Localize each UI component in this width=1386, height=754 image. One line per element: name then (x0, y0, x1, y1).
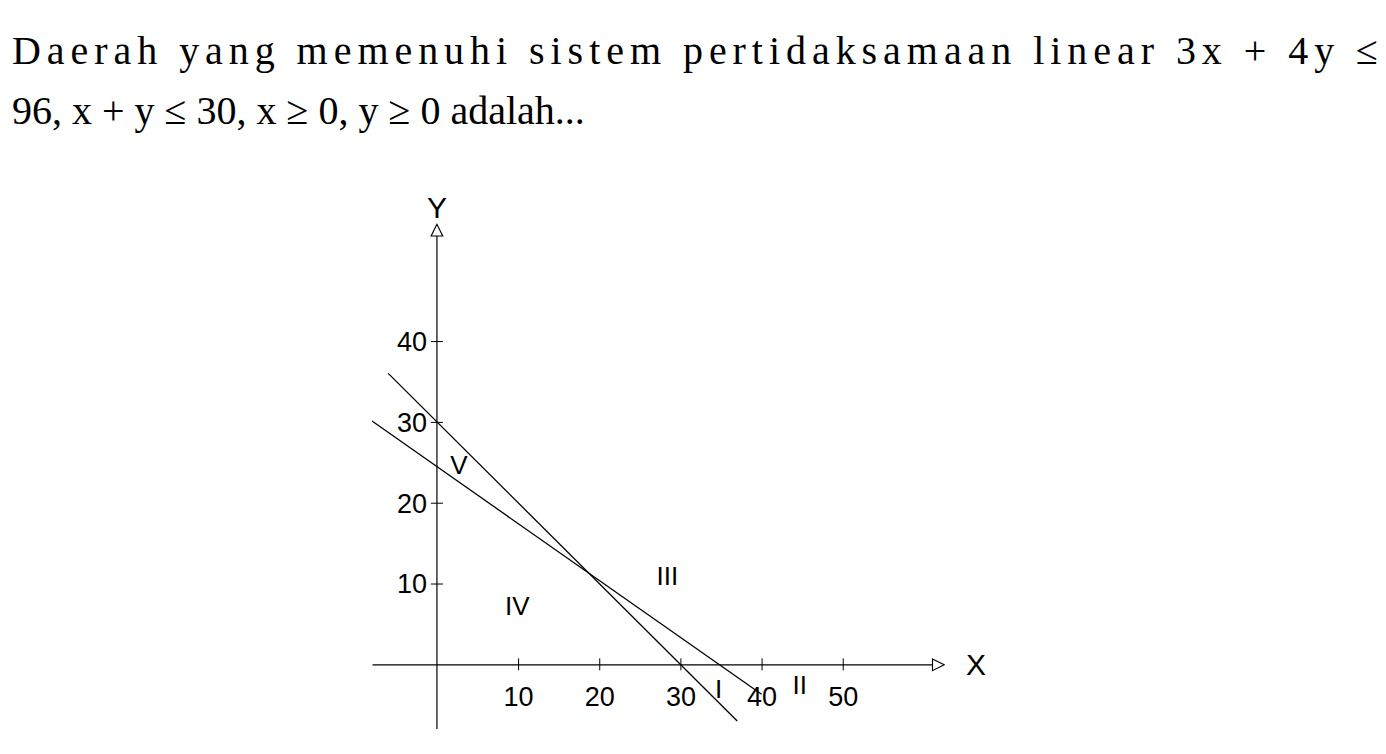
y-tick-mark (431, 503, 443, 504)
boundary-line (372, 421, 762, 694)
x-tick-mark (843, 658, 844, 670)
y-tick: 40 (397, 327, 443, 357)
x-axis-line (373, 664, 933, 665)
y-tick: 10 (397, 569, 443, 599)
y-tick-label: 20 (397, 489, 427, 519)
x-tick: 10 (504, 658, 534, 711)
y-tick-label: 10 (397, 569, 427, 599)
region-label: IV (505, 591, 530, 621)
y-axis-line (436, 236, 437, 729)
x-axis-title: X (966, 648, 986, 681)
y-axis: 10 20 30 40 (397, 236, 443, 729)
x-tick-label: 20 (585, 682, 615, 712)
y-tick: 20 (397, 489, 443, 519)
question-text: 96, x + y ≤ 30, x ≥ 0, y ≥ 0 adalah... (12, 88, 585, 133)
x-tick: 30 (666, 658, 696, 711)
plot-area (372, 373, 762, 721)
region-label: I (715, 674, 722, 704)
region-label: II (792, 670, 806, 700)
y-tick-label: 30 (397, 408, 427, 438)
region-label: III (657, 561, 679, 591)
x-tick-mark (599, 658, 600, 670)
x-axis: 10 20 30 40 50 (373, 658, 933, 711)
x-tick: 40 (747, 658, 777, 711)
y-tick-label: 40 (397, 327, 427, 357)
x-tick-mark (518, 658, 519, 670)
chart: Daerah yang memenuhi sistem pertidaksama… (0, 0, 1386, 754)
region-label: V (450, 450, 468, 480)
x-tick: 20 (585, 658, 615, 711)
y-tick-mark (431, 341, 443, 342)
x-tick-label: 50 (828, 682, 858, 712)
boundary-line (388, 373, 737, 721)
y-tick-mark (431, 584, 443, 585)
x-tick-label: 30 (666, 682, 696, 712)
question-text: Daerah yang memenuhi sistem pertidaksama… (12, 28, 1378, 73)
x-tick: 50 (828, 658, 858, 711)
x-tick-mark (762, 658, 763, 670)
y-axis-title: Y (427, 191, 447, 224)
x-tick-label: 10 (504, 682, 534, 712)
x-tick-label: 40 (747, 682, 777, 712)
y-tick: 30 (397, 408, 443, 438)
